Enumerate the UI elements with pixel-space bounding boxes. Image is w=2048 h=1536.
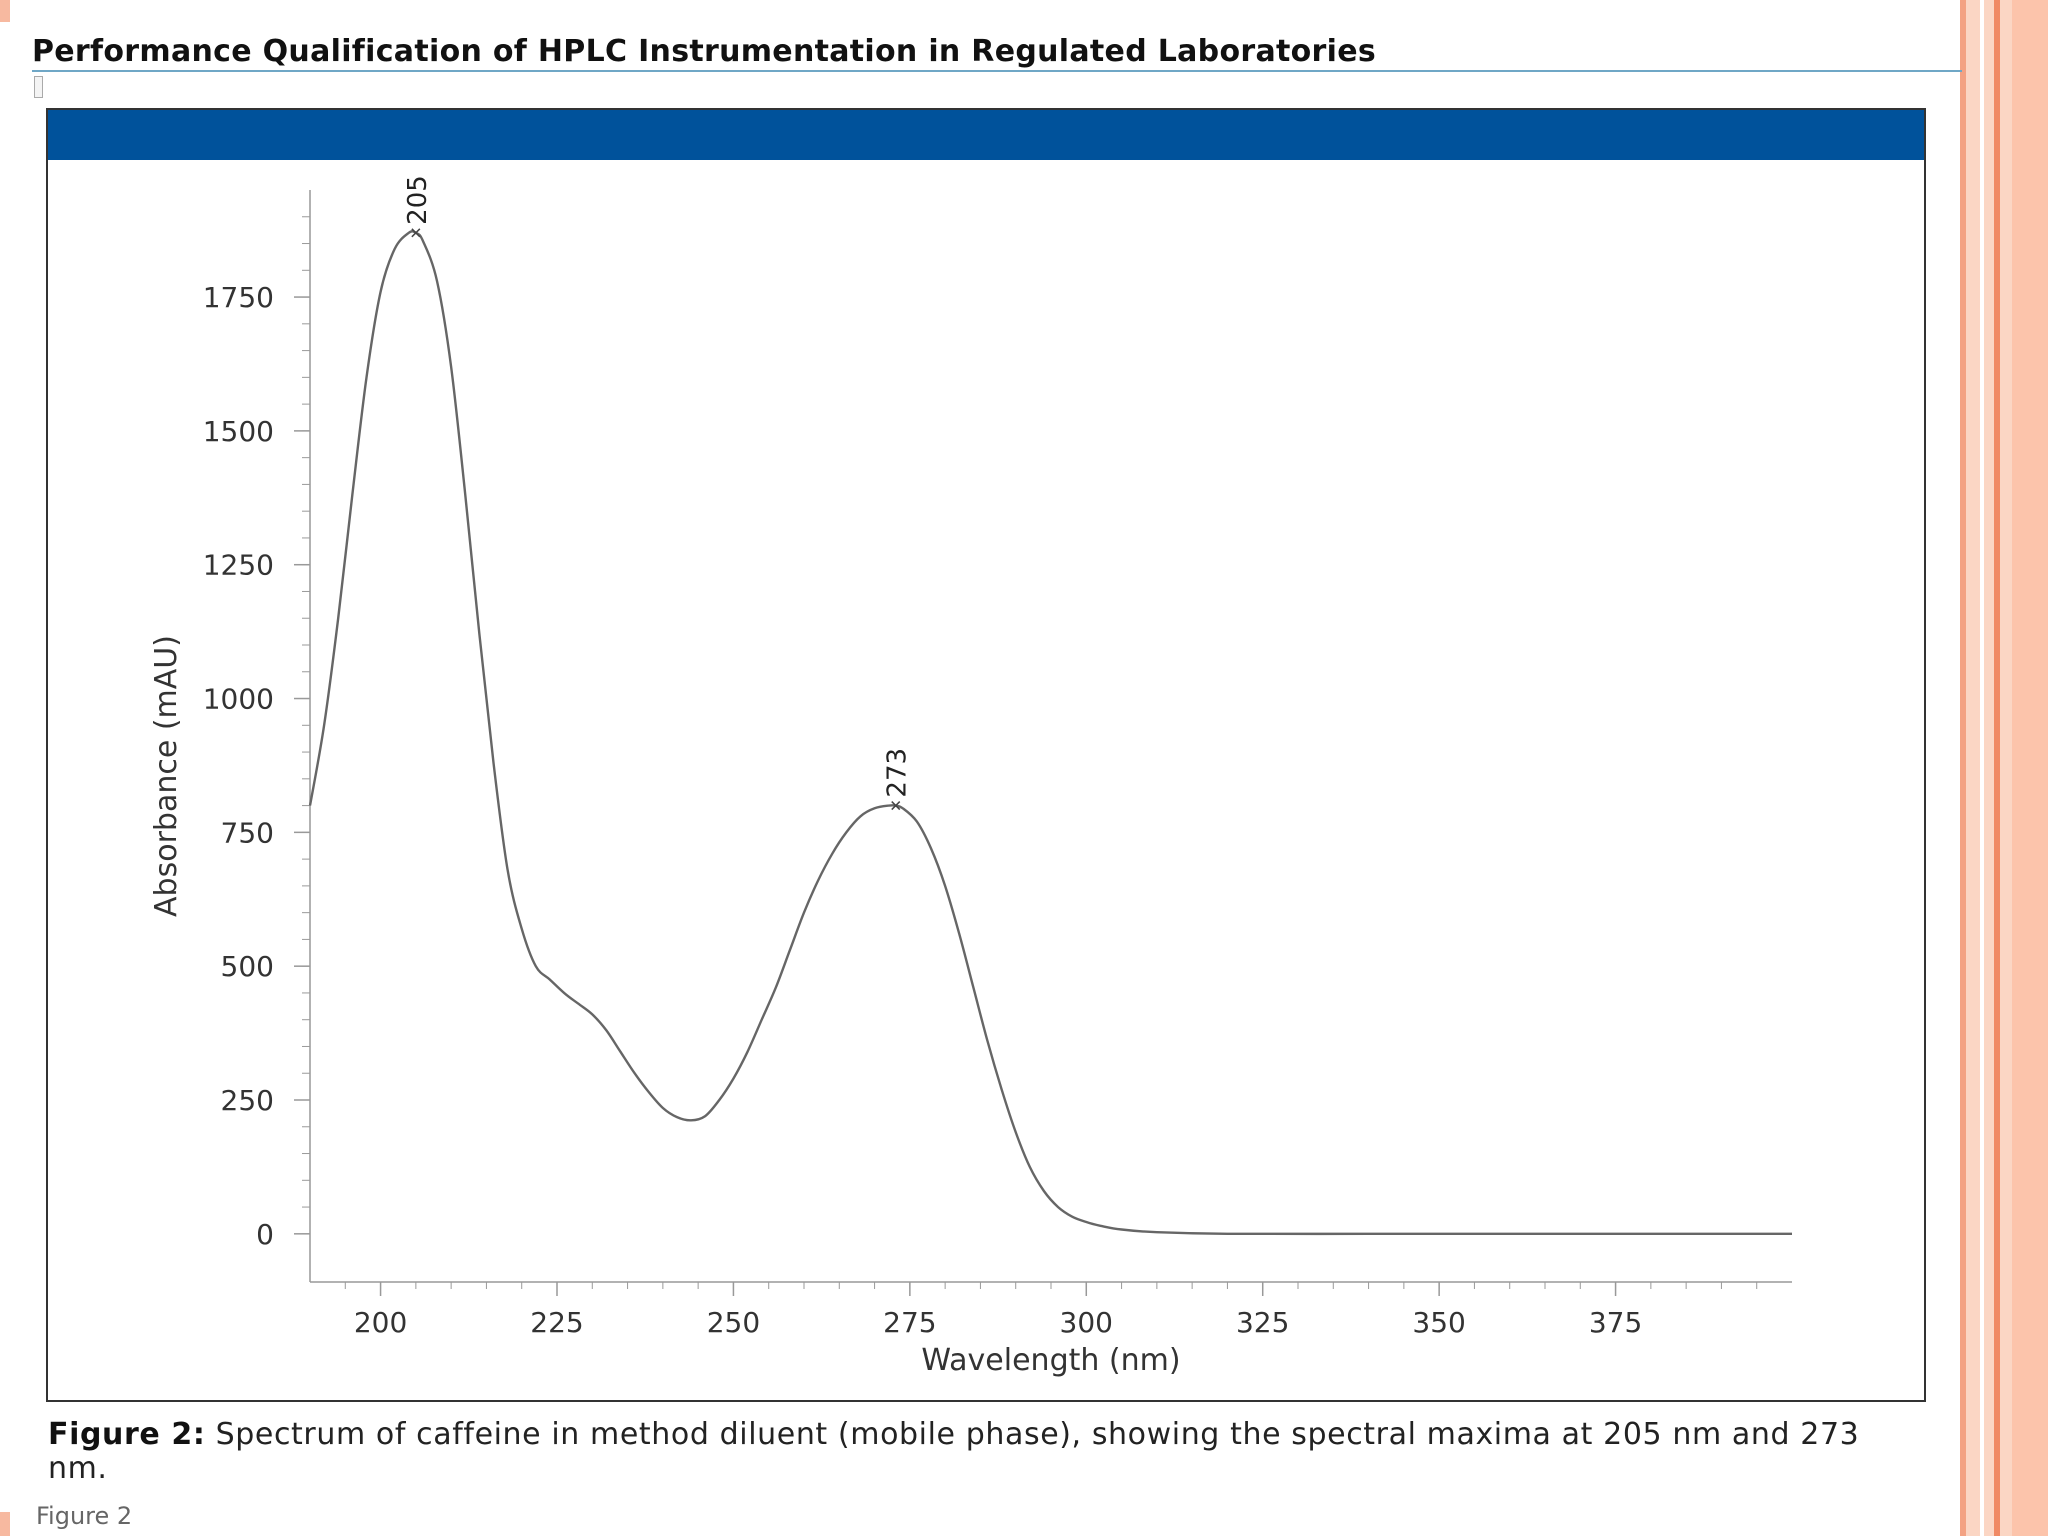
y-tick-label: 1000 xyxy=(203,683,274,716)
decorative-side-border xyxy=(1960,0,2048,1536)
peak-annotation-label: 273 xyxy=(883,748,913,798)
y-tick-label: 1750 xyxy=(203,281,274,314)
chart-curve-layer xyxy=(308,230,1792,1236)
peak-marker xyxy=(891,801,901,811)
peak-marker xyxy=(411,228,421,238)
y-tick-label: 0 xyxy=(256,1218,274,1251)
left-accent-edge-bottom xyxy=(0,1512,10,1536)
figure-caption-text: Spectrum of caffeine in method diluent (… xyxy=(48,1417,1860,1486)
y-tick-label: 750 xyxy=(221,816,274,849)
x-tick-label: 225 xyxy=(530,1306,583,1339)
title-divider xyxy=(32,70,1962,72)
figure-footnote: Figure 2 xyxy=(36,1502,133,1530)
figure-panel: 0 250 500 750 1000 1250 1500 1750 200 225 250 275 30… xyxy=(46,108,1926,1402)
border-stripe xyxy=(2012,0,2048,1536)
x-tick-label: 350 xyxy=(1412,1306,1465,1339)
y-axis-label: Absorbance (mAU) xyxy=(149,635,184,917)
border-stripe xyxy=(1980,0,1984,1536)
chart-axes xyxy=(294,190,1792,1296)
figure-header-band xyxy=(48,110,1924,160)
spectrum-curve xyxy=(308,230,1792,1236)
y-tick-label: 500 xyxy=(221,950,274,983)
figure-caption-label: Figure 2: xyxy=(48,1417,206,1452)
text-cursor-icon xyxy=(34,76,43,98)
border-stripe xyxy=(1960,0,1966,1536)
left-accent-edge xyxy=(0,0,10,22)
figure-caption: Figure 2: Spectrum of caffeine in method… xyxy=(48,1418,1928,1486)
x-tick-label: 325 xyxy=(1236,1306,1289,1339)
x-tick-label: 300 xyxy=(1060,1306,1113,1339)
border-stripe xyxy=(1994,0,2000,1536)
x-tick-label: 250 xyxy=(707,1306,760,1339)
y-tick-label: 1250 xyxy=(203,549,274,582)
y-tick-label: 250 xyxy=(221,1084,274,1117)
x-axis-label: Wavelength (nm) xyxy=(921,1343,1180,1378)
y-tick-label: 1500 xyxy=(203,415,274,448)
x-tick-label: 375 xyxy=(1589,1306,1642,1339)
peak-annotation-label: 205 xyxy=(403,175,433,225)
page-title: Performance Qualification of HPLC Instru… xyxy=(32,34,1377,69)
x-tick-label: 200 xyxy=(354,1306,407,1339)
chart-labels: 0 250 500 750 1000 1250 1500 1750 200 225 250 275 30… xyxy=(149,175,1642,1378)
x-tick-label: 275 xyxy=(883,1306,936,1339)
spectrum-chart: 0 250 500 750 1000 1250 1500 1750 200 225 250 275 30… xyxy=(149,175,1792,1378)
